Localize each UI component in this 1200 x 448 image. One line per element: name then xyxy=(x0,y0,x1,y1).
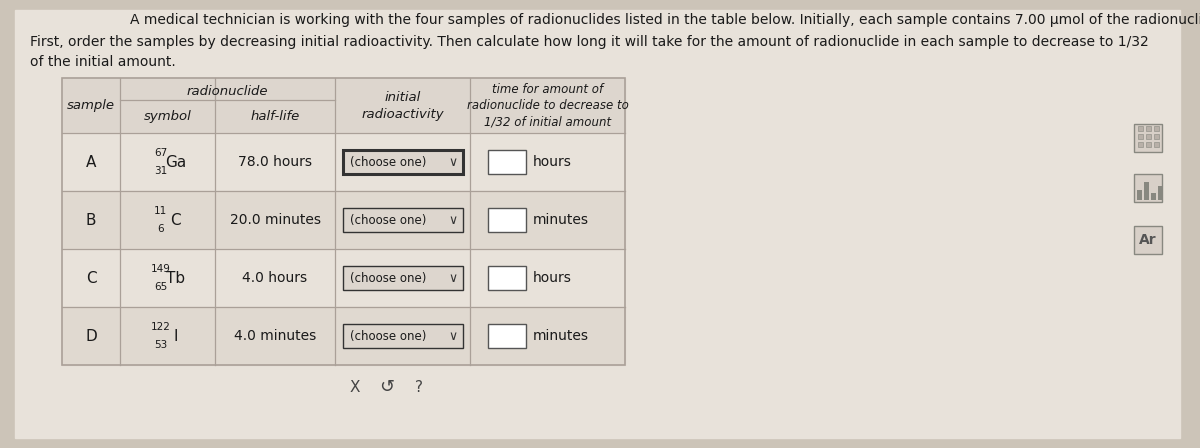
Text: of the initial amount.: of the initial amount. xyxy=(30,55,175,69)
Text: C: C xyxy=(85,271,96,285)
Text: 149: 149 xyxy=(150,264,170,274)
Bar xyxy=(1146,126,1151,131)
Text: 122: 122 xyxy=(150,322,170,332)
Text: symbol: symbol xyxy=(144,110,191,123)
Bar xyxy=(1158,186,1163,200)
Text: (choose one): (choose one) xyxy=(350,271,427,284)
Text: (choose one): (choose one) xyxy=(350,329,427,343)
Text: 20.0 minutes: 20.0 minutes xyxy=(229,213,320,227)
Text: ∨: ∨ xyxy=(448,329,457,343)
Text: (choose one): (choose one) xyxy=(350,155,427,168)
Text: Ar: Ar xyxy=(1139,233,1157,247)
Bar xyxy=(1144,182,1150,200)
Text: hours: hours xyxy=(533,271,572,285)
Text: Ga: Ga xyxy=(164,155,186,169)
Text: B: B xyxy=(85,212,96,228)
Text: 11: 11 xyxy=(154,206,167,216)
Bar xyxy=(62,191,625,249)
Bar xyxy=(1154,134,1159,139)
Text: 65: 65 xyxy=(154,282,167,292)
Text: I: I xyxy=(173,328,178,344)
Text: X: X xyxy=(349,379,360,395)
Bar xyxy=(62,78,625,133)
Text: sample: sample xyxy=(67,99,115,112)
Bar xyxy=(1138,190,1142,200)
Text: 67: 67 xyxy=(154,148,167,158)
Text: 31: 31 xyxy=(154,166,167,176)
Text: initial
radioactivity: initial radioactivity xyxy=(361,90,444,121)
Bar xyxy=(1134,174,1162,202)
Bar xyxy=(62,307,625,365)
Text: minutes: minutes xyxy=(533,213,589,227)
Text: time for amount of
radionuclide to decrease to
1/32 of initial amount: time for amount of radionuclide to decre… xyxy=(467,82,629,129)
Text: A medical technician is working with the four samples of radionuclides listed in: A medical technician is working with the… xyxy=(130,13,1200,27)
Bar xyxy=(1134,226,1162,254)
Bar xyxy=(1138,142,1142,147)
Bar xyxy=(488,150,526,174)
Text: hours: hours xyxy=(533,155,572,169)
Text: ↺: ↺ xyxy=(379,378,395,396)
Text: ∨: ∨ xyxy=(448,155,457,168)
Text: Tb: Tb xyxy=(166,271,185,285)
Text: 6: 6 xyxy=(157,224,164,234)
Bar xyxy=(1151,193,1156,200)
Text: ∨: ∨ xyxy=(448,214,457,227)
Bar xyxy=(1134,124,1162,152)
Text: 4.0 minutes: 4.0 minutes xyxy=(234,329,316,343)
Bar xyxy=(62,249,625,307)
Text: (choose one): (choose one) xyxy=(350,214,427,227)
Text: ?: ? xyxy=(415,379,424,395)
Bar xyxy=(488,266,526,290)
Bar xyxy=(342,324,462,348)
Text: C: C xyxy=(170,212,181,228)
Text: First, order the samples by decreasing initial radioactivity. Then calculate how: First, order the samples by decreasing i… xyxy=(30,35,1148,49)
Text: minutes: minutes xyxy=(533,329,589,343)
Bar xyxy=(1146,142,1151,147)
Text: A: A xyxy=(86,155,96,169)
Bar xyxy=(342,266,462,290)
Text: 78.0 hours: 78.0 hours xyxy=(238,155,312,169)
Bar xyxy=(1154,142,1159,147)
Text: half-life: half-life xyxy=(251,110,300,123)
Text: 4.0 hours: 4.0 hours xyxy=(242,271,307,285)
Text: 53: 53 xyxy=(154,340,167,350)
Bar xyxy=(1146,134,1151,139)
Bar xyxy=(1138,134,1142,139)
Bar xyxy=(1154,126,1159,131)
Bar xyxy=(342,208,462,232)
Text: radionuclide: radionuclide xyxy=(187,85,269,98)
Text: ∨: ∨ xyxy=(448,271,457,284)
Bar xyxy=(62,78,625,365)
Bar xyxy=(62,133,625,191)
Bar xyxy=(342,150,462,174)
Bar xyxy=(488,324,526,348)
Text: D: D xyxy=(85,328,97,344)
Bar xyxy=(1138,126,1142,131)
Bar xyxy=(488,208,526,232)
